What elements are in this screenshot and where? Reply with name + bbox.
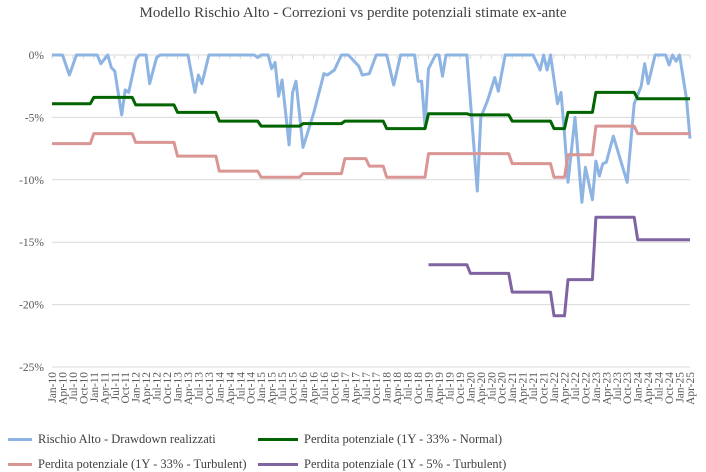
x-tick-label: Apr-15 [267, 372, 279, 405]
x-tick-label: Jul-20 [486, 372, 498, 401]
legend-swatch-turbulent-33 [8, 463, 32, 466]
x-tick-label: Jul-16 [319, 372, 331, 401]
x-tick-label: Jan-22 [549, 372, 561, 403]
x-tick-label: Jul-23 [612, 372, 624, 401]
x-tick-label: Oct-13 [204, 372, 216, 404]
x-tick-label: Oct-22 [580, 372, 592, 404]
x-tick-label: Jul-21 [528, 372, 540, 401]
x-tick-label: Apr-22 [559, 372, 571, 405]
x-tick-label: Jan-15 [256, 372, 268, 403]
x-tick-label: Jan-24 [633, 372, 645, 403]
x-tick-label: Apr-13 [183, 372, 195, 405]
x-tick-label: Oct-10 [78, 372, 90, 404]
x-tick-label: Oct-15 [288, 372, 300, 404]
x-tick-label: Apr-18 [392, 372, 404, 405]
y-tick-label: -10% [19, 175, 44, 187]
x-tick-label: Jul-10 [68, 372, 80, 401]
x-tick-label: Oct-19 [455, 372, 467, 404]
x-tick-label: Oct-16 [329, 372, 341, 404]
x-tick-label: Oct-20 [497, 372, 509, 404]
x-tick-label: Oct-14 [246, 372, 258, 404]
legend-item-normal: Perdita potenziale (1Y - 33% - Normal) [258, 432, 502, 447]
x-tick-label: Oct-12 [162, 372, 174, 404]
legend-item-drawdown: Rischio Alto - Drawdown realizzati [8, 432, 216, 447]
x-tick-label: Jan-10 [47, 372, 59, 403]
chart-title: Modello Rischio Alto - Correzioni vs per… [139, 5, 567, 21]
x-tick-label: Apr-25 [685, 372, 697, 405]
x-tick-label: Jul-14 [235, 372, 247, 401]
legend-label: Rischio Alto - Drawdown realizzati [38, 432, 216, 446]
x-tick-label: Jan-11 [89, 372, 101, 402]
normal-33-line [52, 90, 690, 131]
x-tick-label: Jan-12 [131, 372, 143, 403]
x-tick-label: Jul-17 [361, 372, 373, 401]
legend-label: Perdita potenziale (1Y - 33% - Normal) [304, 432, 503, 446]
x-tick-label: Apr-20 [476, 372, 488, 405]
x-tick-label: Apr-12 [141, 372, 153, 405]
turbulent-33-line [52, 124, 690, 179]
x-tick-label: Oct-24 [664, 372, 676, 404]
x-tick-label: Jan-14 [214, 372, 226, 403]
x-tick-label: Jul-18 [403, 372, 415, 401]
x-tick-label: Jan-17 [340, 372, 352, 403]
x-tick-label: Apr-10 [57, 372, 69, 405]
turbulent-5-line [428, 215, 690, 318]
x-tick-label: Oct-21 [539, 372, 551, 404]
x-tick-label: Jul-19 [444, 372, 456, 401]
legend-label: Perdita potenziale (1Y - 5% - Turbulent) [304, 457, 507, 471]
legend-swatch-drawdown [8, 438, 32, 441]
x-tick-label: Apr-14 [225, 372, 237, 405]
legend-label: Perdita potenziale (1Y - 33% - Turbulent… [38, 457, 247, 471]
x-tick-label: Oct-18 [413, 372, 425, 404]
y-tick-label: -5% [25, 112, 45, 124]
x-tick-label: Jan-13 [173, 372, 185, 403]
legend-swatch-normal [258, 438, 298, 441]
x-tick-label: Jan-20 [465, 372, 477, 403]
x-tick-label: Jul-13 [193, 372, 205, 401]
x-tick-label: Jan-18 [382, 372, 394, 403]
x-tick-label: Apr-23 [601, 372, 613, 405]
y-tick-label: 0% [29, 50, 45, 62]
x-tick-label: Oct-23 [622, 372, 634, 404]
x-tick-label: Jan-23 [591, 372, 603, 403]
x-tick-label: Oct-11 [120, 372, 132, 404]
x-tick-label: Jul-12 [152, 372, 164, 401]
drawdown-line [52, 53, 692, 204]
x-tick-label: Jul-22 [570, 372, 582, 401]
x-tick-label: Jan-19 [424, 372, 436, 403]
x-tick-label: Jan-21 [507, 372, 519, 403]
x-tick-label: Oct-17 [371, 372, 383, 404]
x-tick-label: Jan-25 [675, 372, 687, 403]
x-tick-label: Jul-11 [110, 372, 122, 401]
x-tick-label: Apr-17 [350, 372, 362, 405]
y-tick-label: -25% [19, 362, 44, 374]
x-tick-label: Jul-15 [277, 372, 289, 401]
y-tick-label: -15% [19, 237, 44, 249]
legend-swatch-turbulent-5 [258, 463, 298, 466]
y-tick-label: -20% [19, 300, 44, 312]
x-tick-label: Apr-19 [434, 372, 446, 405]
x-tick-label: Jul-24 [654, 372, 666, 401]
legend-item-turbulent-5: Perdita potenziale (1Y - 5% - Turbulent) [258, 457, 506, 472]
x-tick-label: Apr-21 [518, 372, 530, 405]
x-tick-label: Apr-16 [308, 372, 320, 405]
x-tick-label: Apr-24 [643, 372, 655, 405]
legend-item-turbulent-33: Perdita potenziale (1Y - 33% - Turbulent… [8, 457, 247, 472]
x-tick-label: Apr-11 [99, 372, 111, 405]
x-tick-label: Jan-16 [298, 372, 310, 403]
